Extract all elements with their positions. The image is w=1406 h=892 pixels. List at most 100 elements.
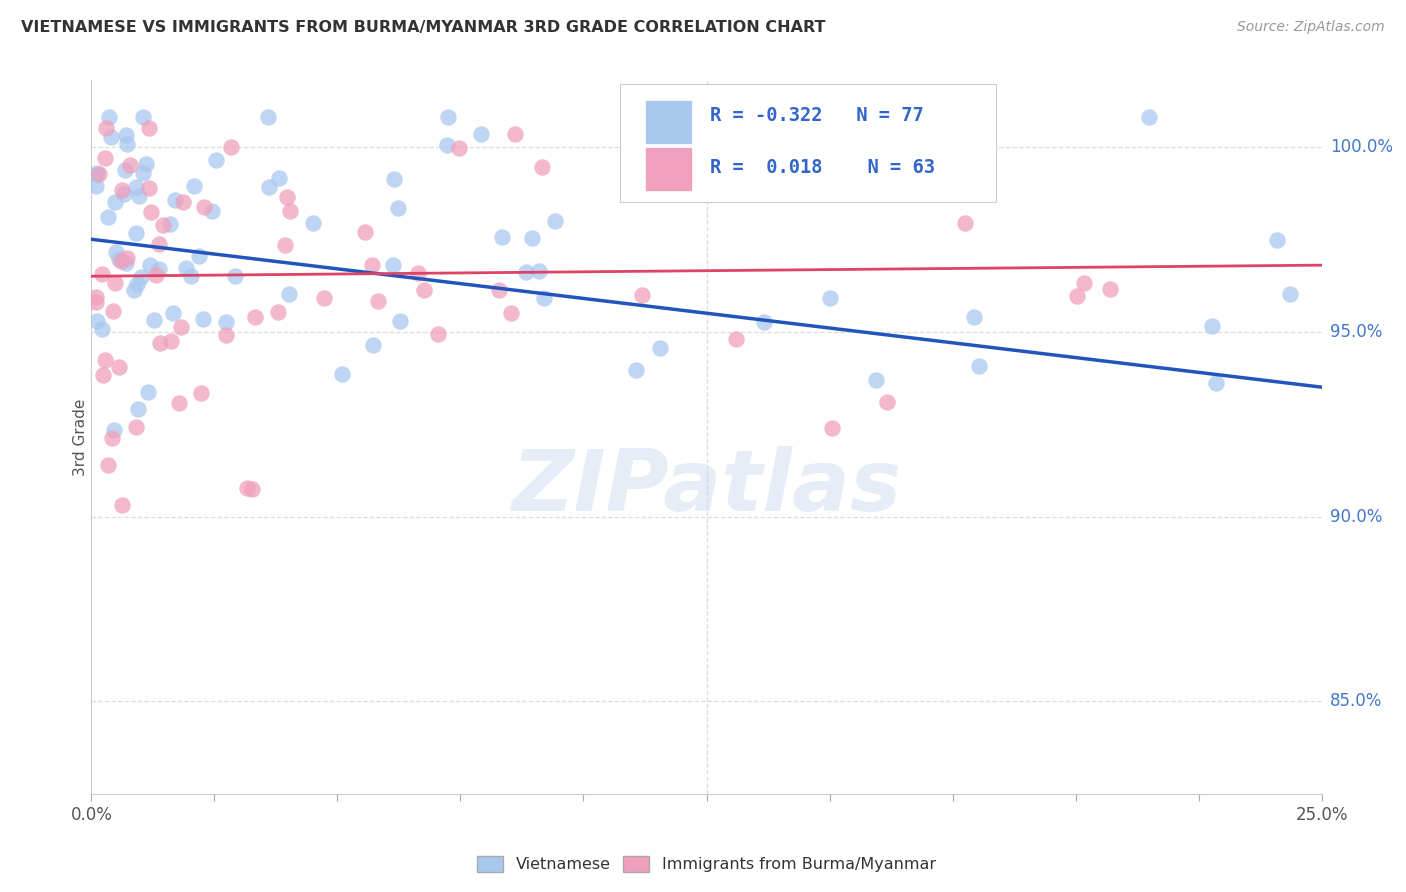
- Point: [236, 481, 259, 495]
- Point: [953, 216, 976, 230]
- Point: [821, 421, 844, 435]
- Point: [101, 431, 124, 445]
- Point: [543, 214, 565, 228]
- Point: [167, 396, 190, 410]
- Text: VIETNAMESE VS IMMIGRANTS FROM BURMA/MYANMAR 3RD GRADE CORRELATION CHART: VIETNAMESE VS IMMIGRANTS FROM BURMA/MYAN…: [21, 20, 825, 35]
- Point: [754, 315, 776, 329]
- Point: [169, 319, 191, 334]
- Point: [276, 190, 298, 204]
- Point: [91, 368, 114, 382]
- Point: [330, 367, 353, 381]
- Point: [91, 321, 114, 335]
- Point: [112, 187, 135, 202]
- Point: [125, 419, 148, 434]
- Point: [301, 216, 323, 230]
- Point: [278, 203, 301, 218]
- Point: [367, 294, 389, 309]
- Point: [274, 238, 297, 252]
- Point: [127, 402, 149, 417]
- Point: [86, 290, 108, 304]
- Text: R = -0.322   N = 77: R = -0.322 N = 77: [710, 106, 924, 126]
- Point: [96, 121, 118, 136]
- Point: [1278, 287, 1301, 301]
- Point: [1205, 376, 1227, 391]
- Point: [756, 181, 779, 195]
- Point: [219, 140, 242, 154]
- Point: [1137, 110, 1160, 124]
- Point: [531, 160, 554, 174]
- Point: [129, 269, 152, 284]
- Point: [437, 110, 460, 124]
- FancyBboxPatch shape: [645, 146, 692, 191]
- Point: [977, 161, 1000, 175]
- Point: [205, 153, 228, 167]
- Point: [111, 183, 134, 197]
- Point: [160, 334, 183, 348]
- Point: [408, 267, 430, 281]
- Point: [240, 482, 263, 496]
- Point: [387, 201, 409, 215]
- Text: ZIPatlas: ZIPatlas: [512, 445, 901, 529]
- Point: [501, 306, 523, 320]
- Point: [470, 128, 492, 142]
- Point: [125, 180, 148, 194]
- Point: [267, 170, 290, 185]
- Point: [114, 128, 136, 142]
- Point: [100, 129, 122, 144]
- Point: [148, 261, 170, 276]
- Point: [139, 258, 162, 272]
- Point: [361, 338, 384, 352]
- Point: [257, 110, 280, 124]
- Point: [135, 157, 157, 171]
- Point: [131, 110, 153, 124]
- Point: [488, 283, 510, 297]
- Point: [86, 179, 108, 194]
- FancyBboxPatch shape: [645, 100, 692, 144]
- Point: [388, 314, 411, 328]
- Point: [312, 291, 335, 305]
- Point: [145, 268, 167, 282]
- Point: [90, 267, 112, 281]
- Point: [1099, 282, 1122, 296]
- FancyBboxPatch shape: [620, 84, 995, 202]
- Point: [436, 138, 458, 153]
- Point: [110, 254, 132, 268]
- Point: [188, 249, 211, 263]
- Point: [118, 158, 141, 172]
- Text: 85.0%: 85.0%: [1330, 692, 1382, 710]
- Point: [382, 171, 405, 186]
- Point: [108, 252, 131, 266]
- Point: [744, 185, 766, 199]
- Text: 95.0%: 95.0%: [1330, 323, 1382, 341]
- Point: [962, 310, 984, 324]
- Point: [1073, 276, 1095, 290]
- Point: [174, 260, 197, 275]
- Point: [162, 306, 184, 320]
- Point: [111, 499, 134, 513]
- Point: [943, 122, 966, 136]
- Point: [533, 291, 555, 305]
- Point: [104, 277, 127, 291]
- Text: R =  0.018    N = 63: R = 0.018 N = 63: [710, 158, 935, 177]
- Point: [278, 286, 301, 301]
- Point: [86, 168, 108, 182]
- Point: [86, 295, 108, 310]
- Point: [224, 268, 246, 283]
- Text: Source: ZipAtlas.com: Source: ZipAtlas.com: [1237, 20, 1385, 34]
- Point: [527, 263, 550, 277]
- Point: [86, 314, 108, 328]
- Point: [382, 259, 405, 273]
- Point: [128, 188, 150, 202]
- Point: [139, 204, 162, 219]
- Point: [818, 291, 841, 305]
- Y-axis label: 3rd Grade: 3rd Grade: [73, 399, 87, 475]
- Point: [648, 342, 671, 356]
- Point: [101, 304, 124, 318]
- Point: [215, 327, 238, 342]
- Point: [522, 231, 544, 245]
- Point: [190, 385, 212, 400]
- Point: [122, 284, 145, 298]
- Point: [165, 194, 187, 208]
- Point: [426, 326, 449, 341]
- Point: [1066, 289, 1088, 303]
